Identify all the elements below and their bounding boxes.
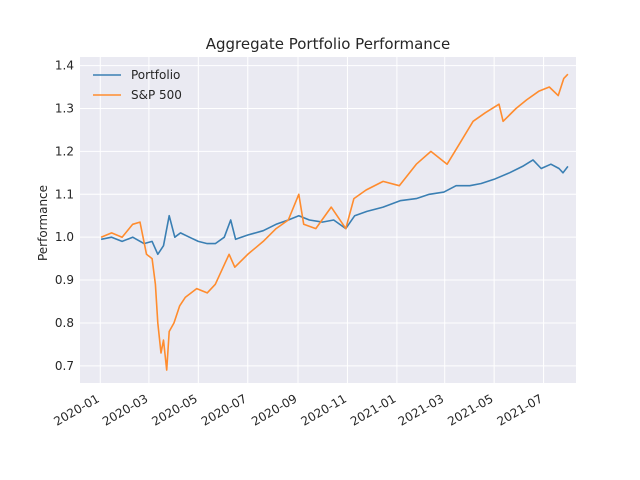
x-tick-label: 2020-03 [100,391,150,428]
plot-area [80,57,576,383]
x-tick-label: 2021-03 [396,391,446,428]
x-tick-label: 2020-09 [249,391,299,428]
y-axis-label: Performance [36,185,50,261]
x-tick-label: 2020-11 [299,391,349,428]
x-tick-label: 2020-01 [51,391,101,428]
series-layer [100,73,569,371]
series-line [100,73,569,371]
y-tick-label: 0.9 [55,273,74,287]
y-tick-label: 1.1 [55,187,74,201]
x-tick-label: 2021-05 [445,391,495,428]
x-tick-label: 2020-07 [199,391,249,428]
legend-label: S&P 500 [131,88,182,102]
y-tick-label: 1.3 [55,101,74,115]
x-tick-label: 2021-01 [348,391,398,428]
y-tick-label: 1.0 [55,230,74,244]
y-tick-labels: 0.7 0.8 0.9 1.0 1.1 1.2 1.3 1.4 [55,59,74,373]
chart-title: Aggregate Portfolio Performance [206,35,451,53]
y-tick-label: 1.2 [55,144,74,158]
x-tick-label: 2020-05 [149,391,199,428]
legend: Portfolio S&P 500 [93,68,182,102]
x-tick-label: 2021-07 [495,391,545,428]
legend-label: Portfolio [131,68,180,82]
series-line [100,159,569,256]
y-tick-label: 1.4 [55,59,74,73]
y-tick-label: 0.7 [55,359,74,373]
y-tick-label: 0.8 [55,316,74,330]
